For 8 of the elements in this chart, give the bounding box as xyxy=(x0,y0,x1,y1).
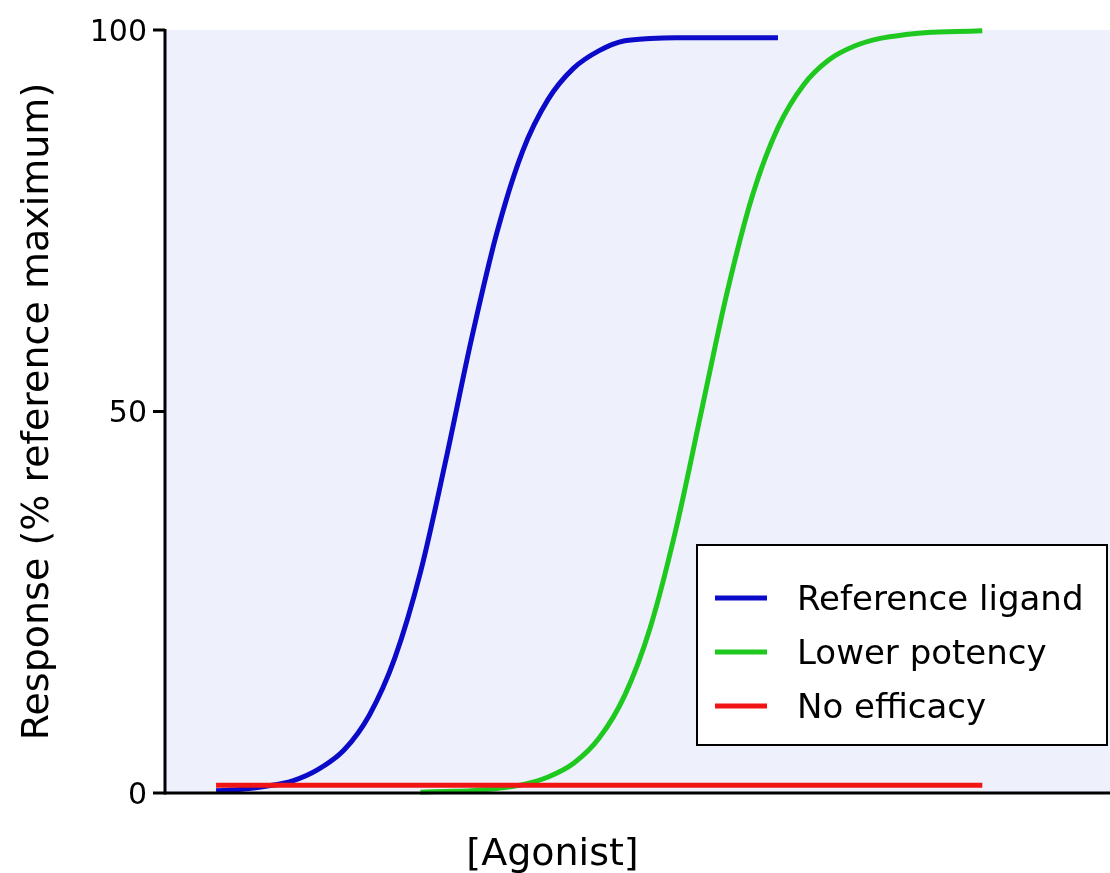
x-axis-title: [Agonist] xyxy=(466,830,639,873)
y-tick-label: 0 xyxy=(127,775,147,811)
y-tick-label: 50 xyxy=(108,394,147,429)
legend-label: No efficacy xyxy=(797,685,987,726)
y-tick-label: 100 xyxy=(89,12,147,48)
legend-label: Lower potency xyxy=(797,631,1047,672)
legend-label: Reference ligand xyxy=(797,577,1084,618)
y-axis-title: Response (% reference maximum) xyxy=(13,82,57,741)
